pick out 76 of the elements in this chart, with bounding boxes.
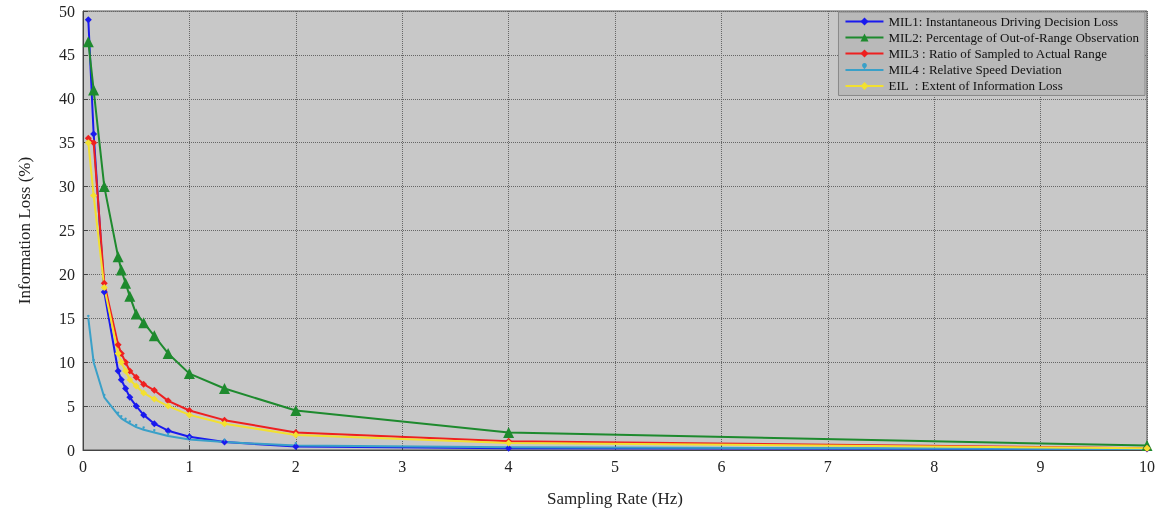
point (140, 380, 148, 388)
point (115, 264, 127, 276)
x-tick-label: 4 (504, 457, 513, 475)
point (120, 414, 123, 419)
point (130, 308, 142, 320)
y-tick-label: 50 (59, 2, 75, 20)
x-tick-label: 7 (823, 457, 832, 475)
point (150, 395, 158, 403)
point (150, 386, 158, 394)
point (164, 402, 172, 410)
point (122, 385, 130, 393)
point (132, 402, 140, 410)
point (98, 181, 110, 193)
point (90, 191, 98, 199)
y-tick-label: 15 (59, 309, 75, 327)
y-tick-label: 35 (59, 134, 75, 152)
point (503, 426, 515, 438)
point (114, 341, 122, 349)
legend-label: MIL1: Instantaneous Driving Decision Loss (888, 14, 1119, 29)
point (140, 411, 148, 419)
point (126, 393, 134, 401)
y-tick-label: 30 (59, 178, 75, 196)
y-tick-label: 45 (59, 46, 75, 64)
point (88, 84, 100, 96)
point (185, 411, 193, 419)
x-tick-label: 0 (79, 457, 87, 475)
point (114, 367, 122, 375)
x-tick-label: 3 (398, 457, 407, 475)
point (126, 376, 134, 384)
x-tick-label: 6 (717, 457, 726, 475)
point (138, 317, 150, 329)
x-tick-label: 2 (291, 457, 300, 475)
x-axis-title: Sampling Rate (Hz) (547, 489, 683, 508)
x-tick-label: 1 (185, 457, 194, 475)
point (117, 376, 125, 384)
legend-label: EIL : Extent of Information Loss (888, 78, 1063, 94)
x-tick-label: 9 (1036, 457, 1045, 475)
point (162, 347, 174, 359)
point (82, 36, 94, 48)
point (87, 314, 90, 319)
point (90, 139, 98, 147)
point (84, 139, 92, 147)
y-tick-label: 0 (67, 441, 75, 459)
x-tick-label: 8 (930, 457, 939, 475)
point (150, 420, 158, 428)
point (294, 442, 297, 446)
point (221, 420, 229, 428)
point (290, 404, 302, 416)
y-tick-label: 5 (67, 397, 75, 415)
point (148, 330, 160, 342)
point (183, 368, 195, 380)
point (132, 382, 140, 390)
x-tick-label: 10 (1139, 457, 1155, 475)
point (112, 251, 124, 263)
point (117, 358, 125, 366)
point (219, 383, 231, 395)
legend-label: MIL3 : Ratio of Sampled to Actual Range (888, 46, 1108, 61)
point (124, 290, 136, 302)
point (505, 444, 513, 452)
point (100, 284, 108, 292)
y-tick-label: 40 (59, 90, 75, 108)
y-tick-label: 20 (59, 265, 75, 283)
point (90, 130, 98, 138)
point (84, 16, 92, 24)
y-tick-label: 25 (59, 222, 75, 239)
point (140, 389, 148, 397)
point (122, 367, 130, 375)
point (153, 428, 156, 433)
point (132, 373, 140, 381)
x-tick-label: 5 (611, 457, 619, 475)
point (120, 277, 132, 289)
point (128, 420, 132, 424)
y-axis-title: Information Loss (%) (15, 156, 34, 305)
y-tick-label: 10 (59, 353, 75, 371)
legend-label: MIL2: Percentage of Out-of-Range Observation (888, 30, 1140, 45)
legend-label: MIL4 : Relative Speed Deviation (888, 62, 1063, 78)
